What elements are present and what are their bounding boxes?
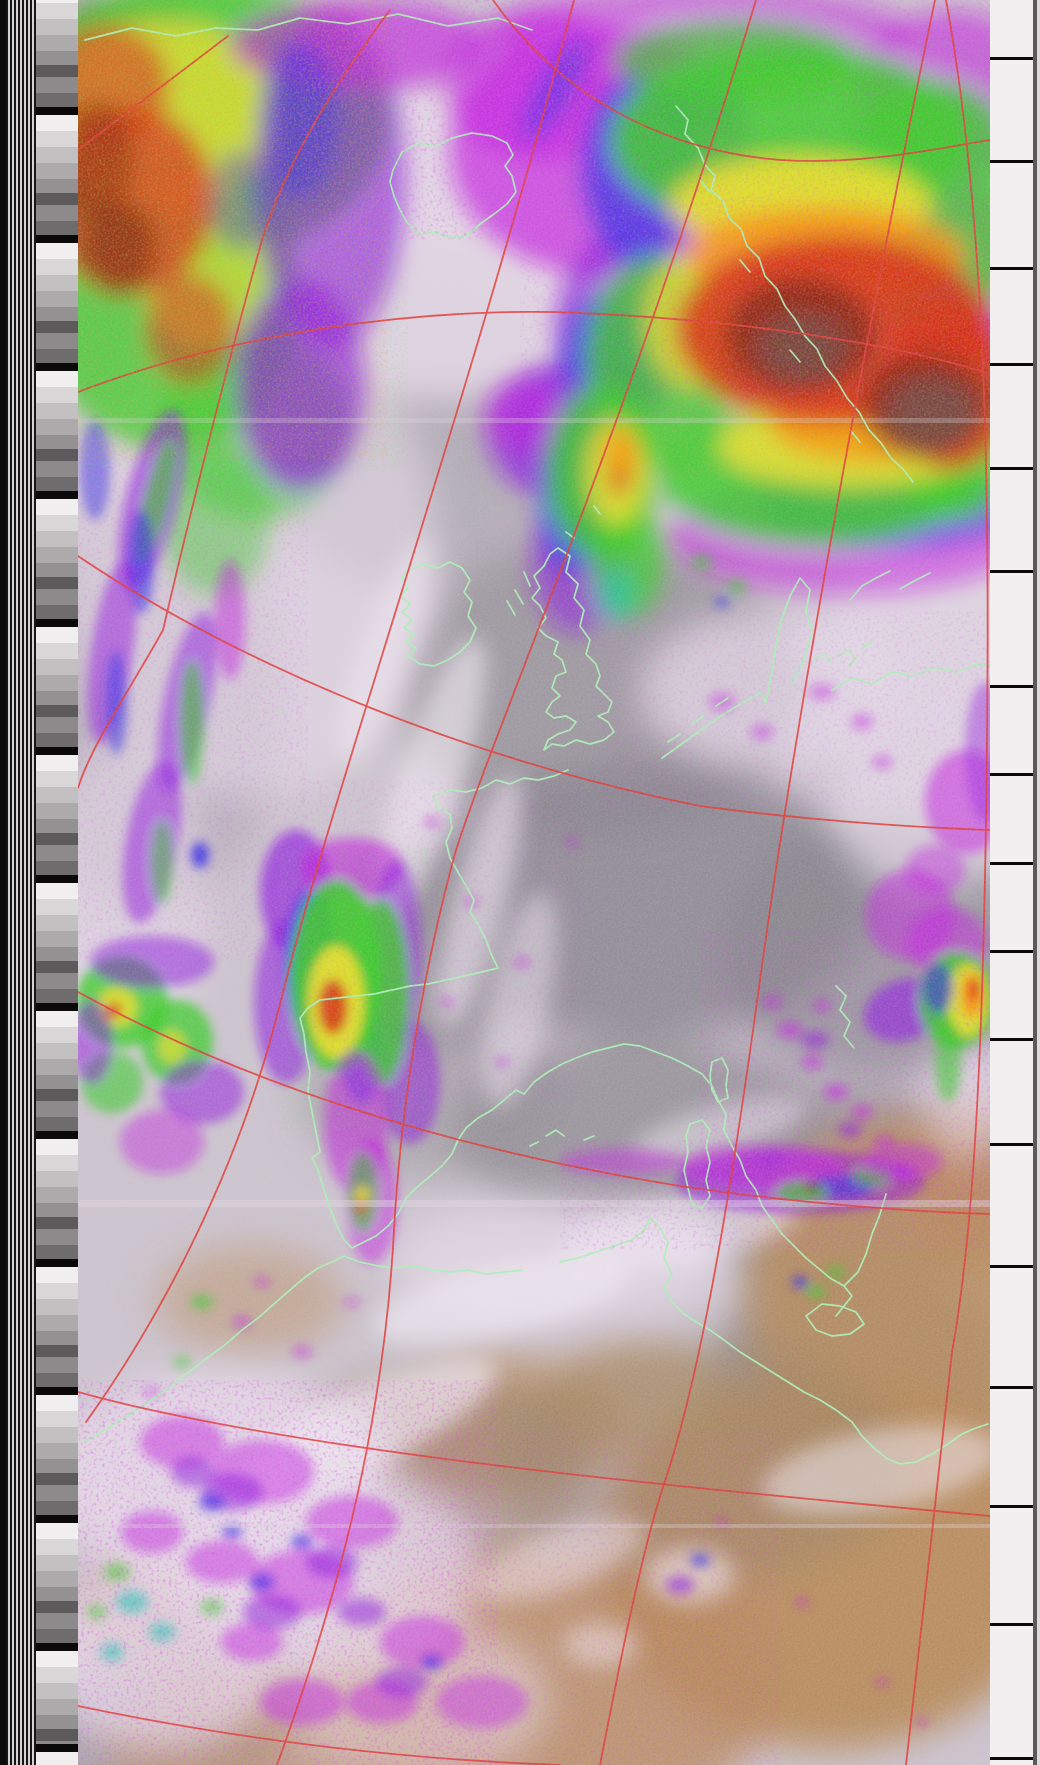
telemetry-wedges-left xyxy=(36,0,78,1765)
telemetry-marker xyxy=(990,1038,1033,1041)
telemetry-marker xyxy=(990,363,1033,366)
sync-stripe-band xyxy=(6,0,36,1765)
telemetry-marker xyxy=(990,570,1033,573)
telemetry-marker xyxy=(990,467,1033,470)
satellite-map xyxy=(78,0,990,1765)
noise-texture xyxy=(78,0,990,1765)
telemetry-marker xyxy=(990,267,1033,270)
right-strip-outer-band xyxy=(1037,0,1040,1765)
telemetry-marker xyxy=(990,862,1033,865)
telemetry-marker xyxy=(990,1265,1033,1268)
telemetry-marker xyxy=(990,160,1033,163)
telemetry-marker xyxy=(990,1143,1033,1146)
telemetry-strip-right xyxy=(990,0,1033,1765)
telemetry-marker xyxy=(990,1505,1033,1508)
telemetry-marker xyxy=(990,1386,1033,1389)
telemetry-marker xyxy=(990,685,1033,688)
telemetry-marker xyxy=(990,950,1033,953)
telemetry-marker xyxy=(990,773,1033,776)
grain-overlay xyxy=(78,0,990,1765)
right-strip-edge-line xyxy=(1033,0,1037,1765)
satellite-map-svg xyxy=(78,0,990,1765)
telemetry-marker xyxy=(990,57,1033,60)
telemetry-marker xyxy=(990,1623,1033,1626)
left-edge-black-band xyxy=(0,0,6,1765)
telemetry-marker xyxy=(990,1757,1033,1760)
